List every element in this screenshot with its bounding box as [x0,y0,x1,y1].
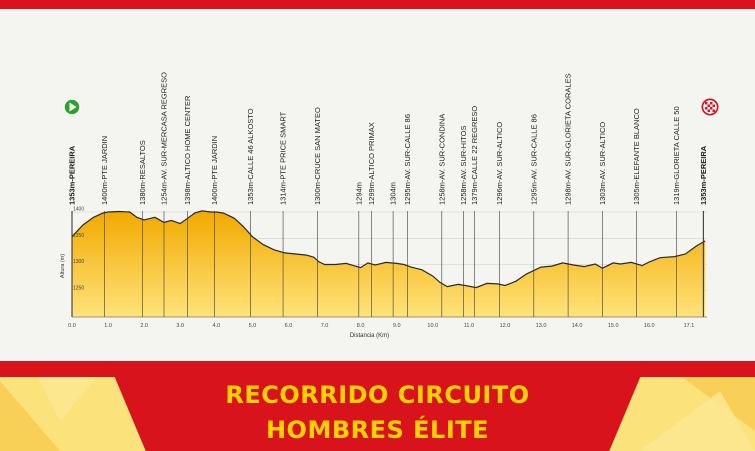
y-axis-title: Altura (m) [60,254,66,278]
x-tick-label: 4.0 [212,323,220,329]
y-tick-label: 1400 [73,207,84,213]
marker-label: 1294m [354,182,363,205]
x-tick-label: 16.0 [644,323,655,329]
marker-label: 1258m-AV. SUR-HITOS [459,126,468,205]
marker-label: 1304m [389,182,398,205]
x-tick-label: 12.0 [500,323,511,329]
marker-label: 1295m-AV. SUR-CALLE 86 [403,114,412,205]
marker-label: 1398m-ALTICO HOME CENTER [183,95,192,205]
top-red-bar [0,0,755,9]
marker-label: 1353m-PEREIRA [699,145,708,205]
x-tick-label: 14.0 [572,323,583,329]
profile-svg: 1353m-PEREIRA 1400m-PTE JARDIN 1380m-RESAL… [60,72,719,339]
y-tick-label: 1250 [73,285,84,291]
y-tick-label: 1350 [73,233,84,239]
checkered-flag-icon [701,98,719,116]
x-tick-label: 15.0 [608,323,619,329]
marker-label: 1303m-AV. SUR-ALTICO [598,122,607,205]
start-flag-icon [63,98,81,116]
y-tick-label: 1300 [73,259,84,265]
x-tick-label: 9.0 [393,323,401,329]
marker-label: 1298m-AV. SUR-GLORIETA CORALES [564,73,573,205]
x-tick-label: 17.1 [684,323,695,329]
profile-area [72,210,706,317]
title-line-1: RECORRIDO CIRCUITO [225,381,530,409]
marker-label: 1380m-RESALTOS [138,140,147,205]
x-axis-title: Distancia (Km) [350,333,389,339]
x-tick-label: 5.0 [249,323,257,329]
x-tick-label: 7.0 [321,323,329,329]
marker-label: 1295m-AV. SUR-CALLE 86 [529,114,538,205]
marker-label: 1319m-GLORIETA CALLE 50 [672,106,681,205]
axis-layer: 0.0 1.0 2.0 3.0 4.0 5.0 6.0 7.0 8.0 9.0 10.0 11.0 12… [60,207,707,339]
title-line-2: HOMBRES ÉLITE [265,416,490,444]
x-tick-label: 0.0 [68,323,76,329]
x-tick-label: 8.0 [357,323,365,329]
marker-label: 1353m-PEREIRA [68,145,77,205]
marker-label: 1258m-AV. SUR-CONDINA [437,114,446,205]
x-tick-label: 2.0 [140,323,148,329]
marker-label: 1400m-PTE JARDIN [100,136,109,205]
x-tick-label: 10.0 [427,323,438,329]
title-banner [108,361,647,451]
marker-label: 1296m-AV. SUR-ALTICO [495,122,504,205]
x-tick-label: 1.0 [104,323,112,329]
x-tick-label: 13.0 [536,323,547,329]
marker-label: 1400m-PTE JARDIN [210,136,219,205]
marker-label: 1379m-CALLE 22 REGRESO [470,106,479,205]
marker-label: 1299m-ALTICO PRIMAX [367,122,376,205]
marker-label: 1314m-PTE PRICE SMART [279,111,288,205]
marker-label: 1305m-ELEFANTE BLANCO [632,108,641,205]
marker-layer: 1353m-PEREIRA 1400m-PTE JARDIN 1380m-RESAL… [68,72,708,317]
elevation-profile-chart: 1353m-PEREIRA 1400m-PTE JARDIN 1380m-RESAL… [0,9,755,361]
marker-label: 1353m-CALLE 46 ALKOSTO [246,108,255,205]
x-tick-label: 3.0 [176,323,184,329]
marker-label: 1254m-AV. SUR-MERCASA REGRESO [160,72,169,205]
marker-label: 1300m-CRUCE SAN MATEO [313,107,322,205]
x-tick-label: 11.0 [464,323,474,329]
profile-outline [71,210,706,289]
x-tick-label: 6.0 [285,323,293,329]
